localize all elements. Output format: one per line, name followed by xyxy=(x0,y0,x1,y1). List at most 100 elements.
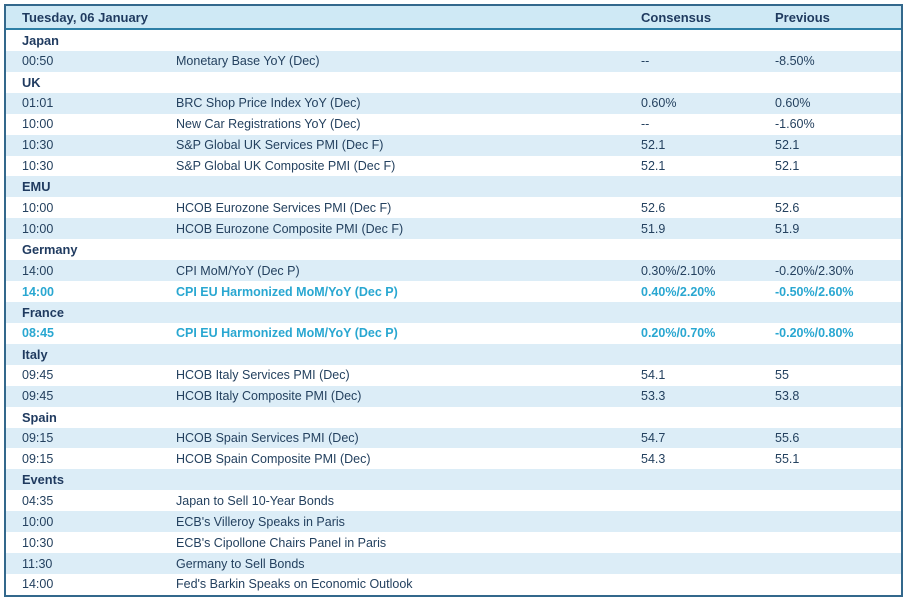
table-row: 14:00 CPI MoM/YoY (Dec P) 0.30%/2.10% -0.20… xyxy=(6,260,901,282)
header-consensus-label: Consensus xyxy=(641,9,712,25)
table-row: 09:45 HCOB Italy Services PMI (Dec) 54.1 55 xyxy=(6,365,901,386)
previous-cell: -1.60% xyxy=(775,117,815,132)
time-cell: 09:45 xyxy=(22,368,54,383)
table-row: 14:00 Fed's Barkin Speaks on Economic Out… xyxy=(6,574,901,595)
time-cell: 11:30 xyxy=(22,556,53,571)
previous-cell: 52.1 xyxy=(775,158,800,173)
previous-cell: -0.20%/0.80% xyxy=(775,326,854,341)
event-cell: S&P Global UK Services PMI (Dec F) xyxy=(176,138,384,153)
consensus-cell: 0.30%/2.10% xyxy=(641,263,716,278)
section-label: EMU xyxy=(22,179,51,195)
event-cell: Monetary Base YoY (Dec) xyxy=(176,54,320,69)
previous-cell: 0.60% xyxy=(775,96,811,111)
consensus-cell: 52.1 xyxy=(641,158,666,173)
previous-cell: 52.6 xyxy=(775,200,800,215)
consensus-cell: 51.9 xyxy=(641,221,666,236)
time-cell: 04:35 xyxy=(22,493,54,508)
consensus-cell: -- xyxy=(641,54,650,69)
time-cell: 10:00 xyxy=(22,221,54,236)
consensus-cell: 54.1 xyxy=(641,368,666,383)
event-cell: HCOB Spain Services PMI (Dec) xyxy=(176,430,359,445)
section-row: UK xyxy=(6,72,901,93)
section-row: Germany xyxy=(6,239,901,260)
previous-cell: 53.8 xyxy=(775,389,800,404)
section-row: EMU xyxy=(6,176,901,198)
event-cell: HCOB Eurozone Services PMI (Dec F) xyxy=(176,200,392,215)
table-row: 10:30 S&P Global UK Services PMI (Dec F) 5… xyxy=(6,134,901,156)
event-cell: Japan to Sell 10-Year Bonds xyxy=(176,493,334,508)
consensus-cell: 52.6 xyxy=(641,200,666,215)
event-cell: Germany to Sell Bonds xyxy=(176,556,305,571)
previous-cell: -8.50% xyxy=(775,54,815,69)
previous-cell: -0.50%/2.60% xyxy=(775,284,854,299)
event-cell: BRC Shop Price Index YoY (Dec) xyxy=(176,96,361,111)
section-label: Spain xyxy=(22,409,57,425)
event-cell: Fed's Barkin Speaks on Economic Outlook xyxy=(176,577,413,592)
consensus-cell: 0.20%/0.70% xyxy=(641,326,716,341)
section-label: France xyxy=(22,304,64,320)
event-cell: ECB's Cipollone Chairs Panel in Paris xyxy=(176,535,387,550)
table-row: 08:45 CPI EU Harmonized MoM/YoY (Dec P) 0.… xyxy=(6,323,901,344)
section-label: UK xyxy=(22,74,41,90)
time-cell: 09:45 xyxy=(22,389,54,404)
time-cell: 10:00 xyxy=(22,117,54,132)
previous-cell: 55.6 xyxy=(775,430,800,445)
section-row: Events xyxy=(6,469,901,491)
event-cell: HCOB Spain Composite PMI (Dec) xyxy=(176,451,371,466)
time-cell: 10:00 xyxy=(22,514,54,529)
time-cell: 09:15 xyxy=(22,430,54,445)
event-cell: New Car Registrations YoY (Dec) xyxy=(176,117,361,132)
header-previous-label: Previous xyxy=(775,9,830,25)
table-row: 10:00 HCOB Eurozone Composite PMI (Dec F)… xyxy=(6,218,901,240)
event-cell: HCOB Italy Services PMI (Dec) xyxy=(176,368,350,383)
consensus-cell: 54.3 xyxy=(641,451,666,466)
table-row: 09:15 HCOB Spain Composite PMI (Dec) 54.3 5… xyxy=(6,448,901,469)
time-cell: 10:30 xyxy=(22,535,54,550)
previous-cell: -0.20%/2.30% xyxy=(775,263,854,278)
consensus-cell: -- xyxy=(641,117,650,132)
table-row: 04:35 Japan to Sell 10-Year Bonds xyxy=(6,490,901,511)
event-cell: CPI EU Harmonized MoM/YoY (Dec P) xyxy=(176,326,398,341)
table-row: 09:45 HCOB Italy Composite PMI (Dec) 53.3 5… xyxy=(6,385,901,407)
time-cell: 14:00 xyxy=(22,263,54,278)
consensus-cell: 53.3 xyxy=(641,389,666,404)
consensus-cell: 54.7 xyxy=(641,430,666,445)
event-cell: CPI MoM/YoY (Dec P) xyxy=(176,263,300,278)
event-cell: S&P Global UK Composite PMI (Dec F) xyxy=(176,158,396,173)
time-cell: 00:50 xyxy=(22,54,54,69)
section-label: Events xyxy=(22,472,64,488)
consensus-cell: 52.1 xyxy=(641,138,666,153)
consensus-cell: 0.60% xyxy=(641,96,677,111)
event-cell: HCOB Eurozone Composite PMI (Dec F) xyxy=(176,221,404,236)
previous-cell: 55.1 xyxy=(775,451,800,466)
table-row: 11:30 Germany to Sell Bonds xyxy=(6,553,901,574)
table-row: 10:00 New Car Registrations YoY (Dec) -- -1… xyxy=(6,114,901,135)
section-row: Japan xyxy=(6,30,901,51)
section-row: France xyxy=(6,301,901,323)
time-cell: 08:45 xyxy=(22,326,54,341)
section-label: Italy xyxy=(22,346,48,362)
section-label: Germany xyxy=(22,242,78,258)
table-row: 10:00 HCOB Eurozone Services PMI (Dec F) 5… xyxy=(6,197,901,218)
economic-calendar-table: Tuesday, 06 January Consensus Previous J… xyxy=(4,4,903,597)
table-row: 09:15 HCOB Spain Services PMI (Dec) 54.7 55… xyxy=(6,427,901,449)
table-row: 10:30 S&P Global UK Composite PMI (Dec F)… xyxy=(6,156,901,177)
table-row: 00:50 Monetary Base YoY (Dec) -- -8.50% xyxy=(6,50,901,72)
table-row: 14:00 CPI EU Harmonized MoM/YoY (Dec P) 0.… xyxy=(6,281,901,302)
section-label: Japan xyxy=(22,32,59,48)
time-cell: 01:01 xyxy=(22,96,54,111)
time-cell: 10:30 xyxy=(22,158,54,173)
event-cell: HCOB Italy Composite PMI (Dec) xyxy=(176,389,362,404)
consensus-cell: 0.40%/2.20% xyxy=(641,284,716,299)
time-cell: 09:15 xyxy=(22,451,54,466)
section-row: Spain xyxy=(6,407,901,428)
table-row: 10:30 ECB's Cipollone Chairs Panel in Par… xyxy=(6,532,901,553)
time-cell: 14:00 xyxy=(22,577,54,592)
time-cell: 14:00 xyxy=(22,284,54,299)
previous-cell: 51.9 xyxy=(775,221,800,236)
event-cell: CPI EU Harmonized MoM/YoY (Dec P) xyxy=(176,284,398,299)
table-row: 01:01 BRC Shop Price Index YoY (Dec) 0.60%… xyxy=(6,92,901,114)
previous-cell: 55 xyxy=(775,368,789,383)
section-row: Italy xyxy=(6,343,901,365)
table-row: 10:00 ECB's Villeroy Speaks in Paris xyxy=(6,511,901,533)
